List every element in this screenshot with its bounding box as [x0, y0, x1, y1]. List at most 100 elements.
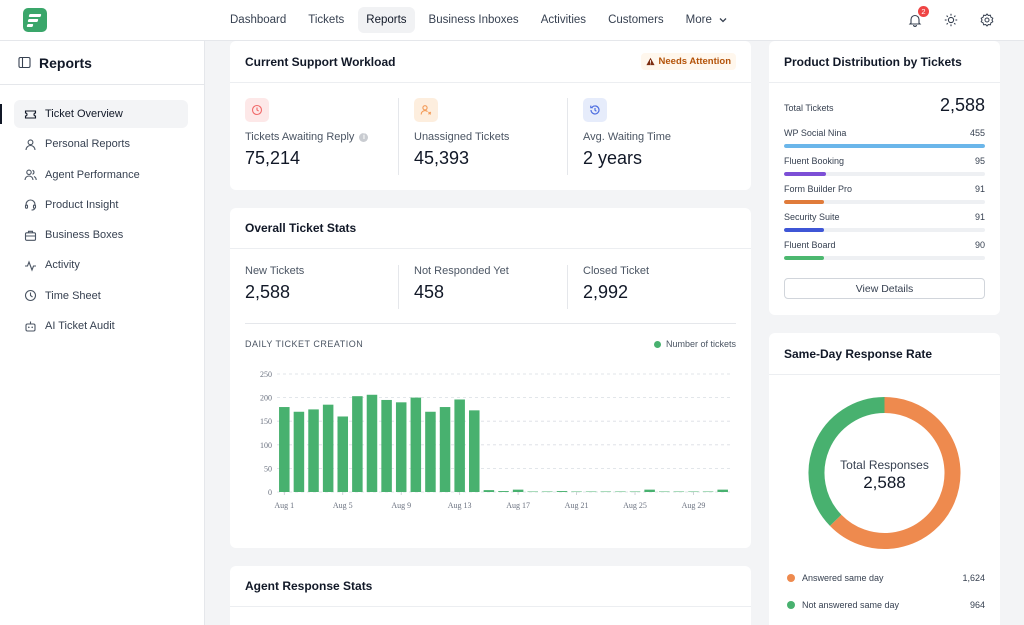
theme-toggle-button[interactable] [942, 11, 960, 29]
product-bar-track [784, 228, 985, 232]
product-count: 90 [974, 240, 985, 250]
bar[interactable] [381, 399, 392, 492]
app-logo[interactable] [23, 8, 47, 32]
gear-icon [980, 13, 994, 27]
settings-button[interactable] [978, 11, 996, 29]
product-bar-track [784, 200, 985, 204]
nav-business-inboxes[interactable]: Business Inboxes [428, 14, 519, 26]
bar[interactable] [542, 491, 553, 493]
bar[interactable] [658, 491, 670, 493]
sidebar-item-activity[interactable]: Activity [14, 251, 188, 279]
nav-more-label: More [685, 14, 712, 26]
donut-slice[interactable] [808, 397, 885, 526]
product-bar-fill [784, 228, 825, 232]
bar[interactable] [395, 402, 407, 492]
bar[interactable] [425, 411, 436, 492]
bar[interactable] [439, 407, 451, 492]
bar[interactable] [469, 410, 480, 492]
nav-reports[interactable]: Reports [358, 7, 415, 33]
bar[interactable] [483, 490, 495, 492]
sidebar-item-business-boxes[interactable]: Business Boxes [14, 221, 188, 249]
sidebar-title: Reports [39, 54, 92, 71]
user-unassigned-icon [420, 105, 432, 115]
bar[interactable] [644, 489, 655, 492]
x-tick-label: Aug 13 [448, 501, 472, 510]
bar[interactable] [615, 491, 626, 493]
sidebar-item-agent-performance[interactable]: Agent Performance [14, 161, 188, 189]
legend-swatch [787, 601, 795, 609]
bar[interactable] [293, 411, 305, 492]
legend-swatch [653, 340, 661, 348]
sun-icon [944, 13, 958, 27]
metric-value: 2 years [583, 148, 643, 168]
notifications-button[interactable]: 2 [906, 6, 929, 29]
bar[interactable] [366, 394, 378, 492]
sidebar-item-label: Activity [45, 259, 80, 272]
divider [245, 323, 736, 324]
bar[interactable] [717, 489, 728, 492]
bar[interactable] [673, 491, 685, 493]
product-name: Fluent Booking [784, 156, 845, 166]
nav-activities[interactable]: Activities [540, 14, 587, 26]
sidebar-item-personal-reports[interactable]: Personal Reports [14, 130, 188, 158]
activity-icon [25, 260, 36, 272]
bar[interactable] [337, 416, 349, 492]
sidebar-item-product-insight[interactable]: Product Insight [14, 191, 188, 219]
product-row: WP Social Nina 455 [769, 128, 1000, 148]
bar[interactable] [585, 491, 597, 493]
bar[interactable] [279, 407, 290, 492]
metric-icon-box [583, 98, 607, 122]
overall-ticket-stats-card: Overall Ticket Stats New Tickets 2,588 N… [230, 208, 751, 548]
sidebar-item-time-sheet[interactable]: Time Sheet [14, 282, 188, 310]
sidebar-panel-icon[interactable] [18, 56, 31, 69]
bar[interactable] [629, 491, 641, 493]
history-icon [590, 105, 600, 115]
y-tick-label: 100 [260, 441, 272, 450]
sidebar-item-label: AI Ticket Audit [45, 320, 115, 333]
bell-icon [908, 14, 922, 27]
clock-icon [251, 104, 263, 116]
sidebar-item-ticket-overview[interactable]: Ticket Overview [0, 100, 188, 128]
view-details-button[interactable]: View Details [784, 278, 985, 299]
bot-icon [25, 321, 36, 332]
sidebar-item-label: Time Sheet [45, 289, 101, 302]
bar[interactable] [571, 491, 582, 493]
x-tick-label: Aug 17 [506, 501, 530, 510]
nav-dashboard[interactable]: Dashboard [230, 14, 287, 26]
sidebar-item-ai-ticket-audit[interactable]: AI Ticket Audit [14, 312, 188, 340]
bar[interactable] [512, 489, 524, 492]
metric-unassigned: Unassigned Tickets 45,393 [398, 98, 567, 175]
bar[interactable] [454, 399, 465, 492]
product-bar-track [784, 144, 985, 148]
product-bar-fill [784, 200, 825, 204]
bar[interactable] [322, 404, 334, 492]
legend-label: Number of tickets [665, 339, 736, 349]
legend-label: Answered same day [802, 573, 884, 583]
bar[interactable] [308, 409, 319, 492]
donut-slice[interactable] [829, 397, 961, 549]
card-title: Agent Response Stats [245, 579, 373, 593]
x-tick-label: Aug 5 [333, 501, 353, 510]
bar[interactable] [556, 491, 568, 492]
bar[interactable] [352, 396, 363, 492]
user-icon [25, 139, 36, 150]
bar[interactable] [498, 491, 509, 492]
bar[interactable] [600, 491, 612, 493]
metric-label: Closed Ticket [583, 265, 650, 277]
bar[interactable] [527, 491, 538, 493]
nav-more[interactable]: More [678, 7, 736, 33]
info-icon[interactable]: i [359, 132, 369, 142]
nav-customers[interactable]: Customers [608, 14, 664, 26]
bar[interactable] [702, 491, 714, 493]
x-tick-label: Aug 1 [274, 501, 294, 510]
chart-title: DAILY TICKET CREATION [245, 339, 364, 349]
metric-not-responded: Not Responded Yet 458 [398, 265, 567, 309]
bar[interactable] [410, 397, 422, 492]
product-name: Fluent Board [784, 240, 836, 250]
legend-value: 964 [969, 600, 985, 610]
bar[interactable] [688, 491, 699, 493]
metric-value: 2,588 [245, 282, 291, 302]
product-row: Fluent Board 90 [769, 240, 1000, 260]
sidebar-header: Reports [0, 41, 204, 85]
nav-tickets[interactable]: Tickets [308, 14, 345, 26]
